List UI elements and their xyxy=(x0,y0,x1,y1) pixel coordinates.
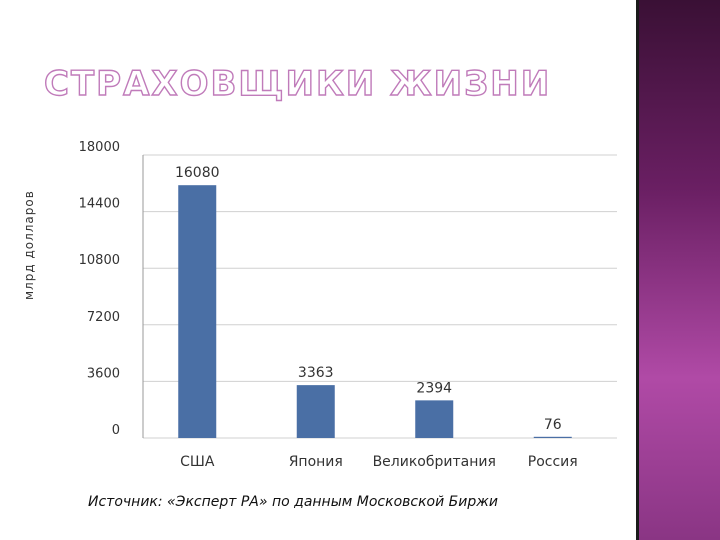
bar xyxy=(533,436,572,438)
bar xyxy=(415,400,454,438)
source-caption: Источник: «Эксперт РА» по данным Московс… xyxy=(88,494,498,510)
data-label: 16080 xyxy=(175,165,220,181)
bar xyxy=(296,385,335,438)
y-tick-label: 3600 xyxy=(87,366,120,381)
data-label: 2394 xyxy=(416,380,452,396)
category-label: Великобритания xyxy=(373,454,496,470)
y-tick-label: 7200 xyxy=(87,310,120,325)
data-label: 76 xyxy=(544,417,562,433)
category-label: США xyxy=(180,454,215,470)
category-label: Япония xyxy=(289,454,343,470)
y-tick-label: 10800 xyxy=(79,253,120,268)
data-label: 3363 xyxy=(298,365,334,381)
bar xyxy=(178,185,217,438)
y-tick-label: 0 xyxy=(112,423,120,438)
decorative-side-panel xyxy=(639,0,720,540)
y-tick-label: 14400 xyxy=(79,197,120,212)
y-tick-label: 18000 xyxy=(79,140,120,155)
category-label: Россия xyxy=(528,454,578,470)
slide-title: СТРАХОВЩИКИ ЖИЗНИ xyxy=(43,63,552,104)
side-divider xyxy=(636,0,639,540)
